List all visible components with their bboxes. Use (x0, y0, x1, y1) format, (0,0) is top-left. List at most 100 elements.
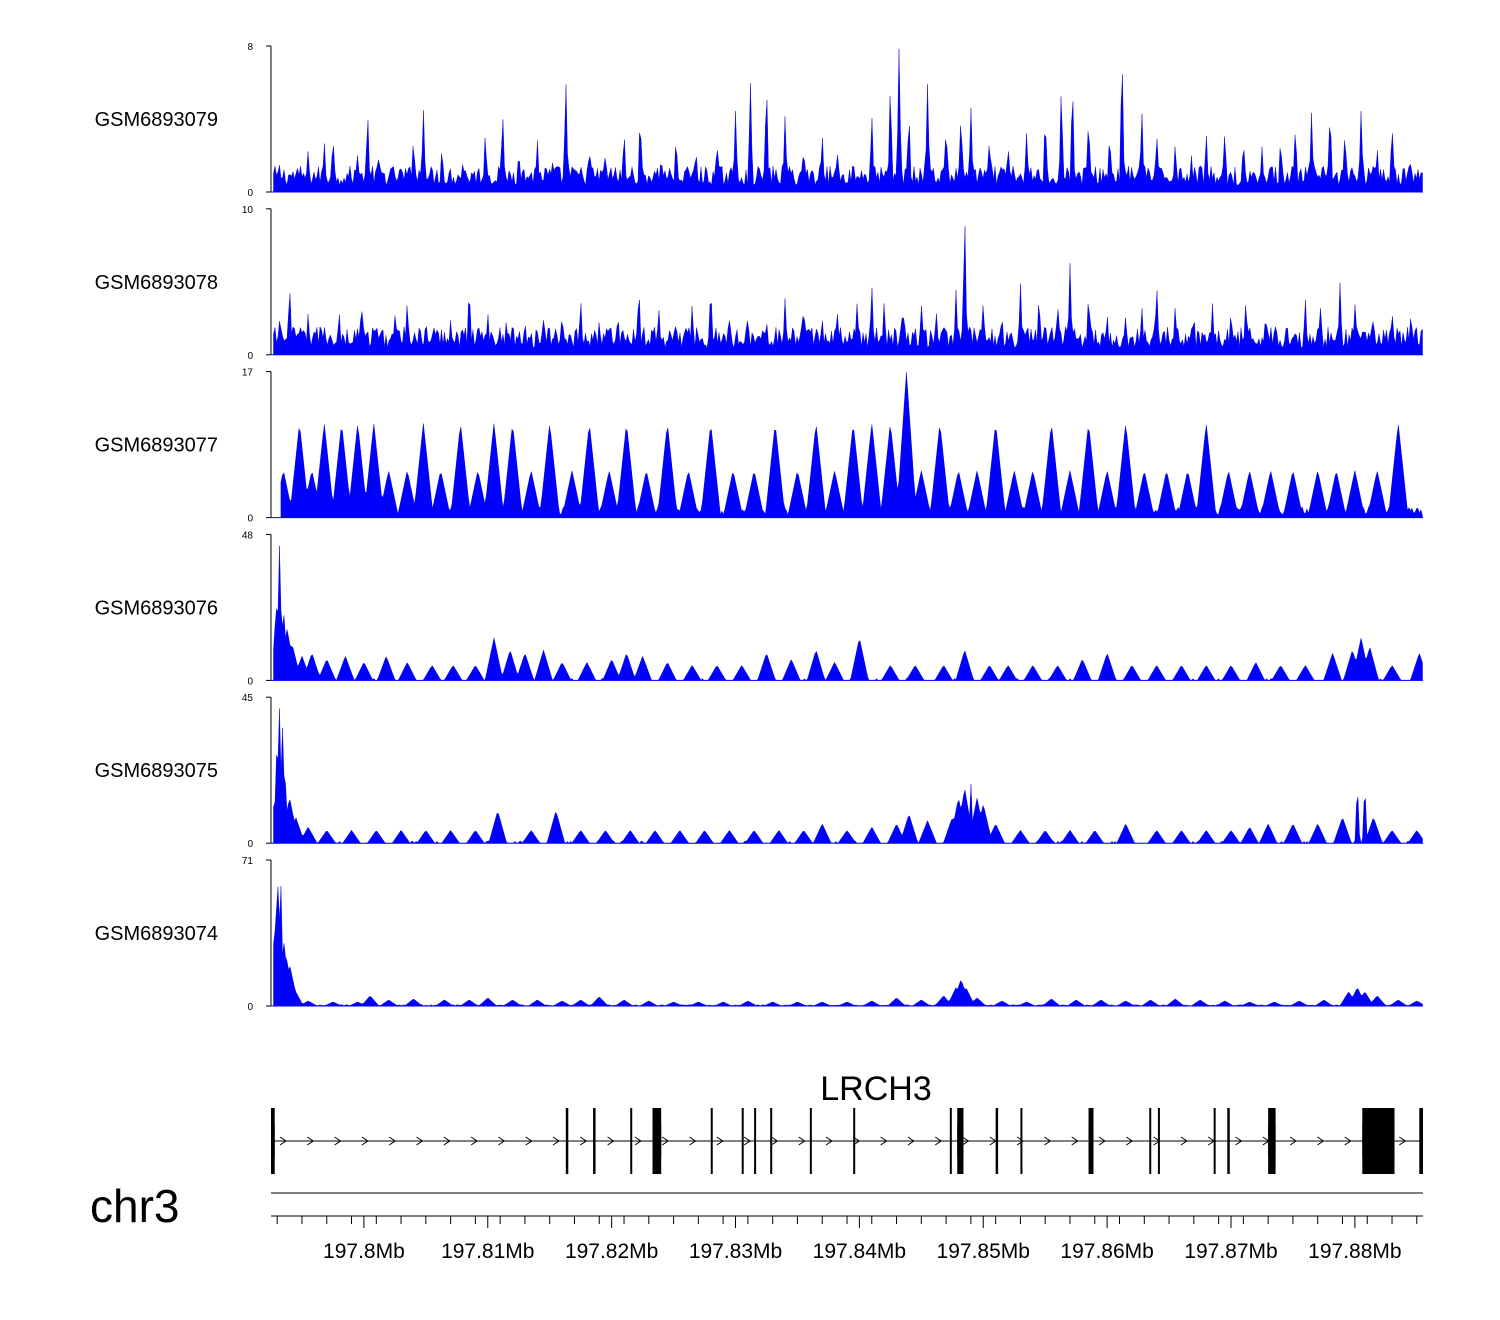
coding-exon (1362, 1124, 1395, 1158)
y-tick-label: 0 (247, 1002, 253, 1013)
y-tick-label: 0 (247, 188, 253, 199)
strand-arrow (907, 1136, 915, 1146)
exon (770, 1108, 773, 1174)
coverage-area (273, 226, 1423, 355)
x-tick-label: 197.8Mb (323, 1240, 405, 1263)
strand-arrow (634, 1136, 642, 1146)
strand-arrow (1235, 1136, 1243, 1146)
x-tick-label: 197.86Mb (1060, 1240, 1153, 1263)
gene-track: LRCH3 (271, 1070, 1423, 1174)
strand-arrow (1098, 1136, 1106, 1146)
track-gsm6893078: GSM6893078 10 0 (95, 205, 1423, 362)
strand-arrow (307, 1136, 315, 1146)
coding-exon (271, 1124, 275, 1158)
strand-arrow (825, 1136, 833, 1146)
strand-arrow (607, 1136, 615, 1146)
track-gsm6893075: GSM6893075 45 0 (95, 693, 1423, 850)
strand-arrow (798, 1136, 806, 1146)
track-gsm6893079: GSM6893079 8 0 (95, 42, 1423, 199)
strand-arrow (962, 1136, 970, 1146)
y-tick-label: 8 (247, 42, 253, 53)
exon (565, 1108, 569, 1174)
exon (710, 1108, 713, 1174)
exon (949, 1108, 952, 1174)
track-label: GSM6893079 (95, 109, 218, 131)
strand-arrow (1180, 1136, 1188, 1146)
x-tick-label: 197.82Mb (565, 1240, 658, 1263)
chromosome-label: chr3 (90, 1180, 179, 1232)
track-label: GSM6893077 (95, 435, 218, 457)
strand-arrow (661, 1136, 670, 1146)
exon (754, 1108, 757, 1174)
track-label: GSM6893075 (95, 760, 218, 782)
strand-arrow (853, 1136, 861, 1146)
genomic-axis: 197.8Mb 197.81Mb 197.82Mb 197.83Mb 197.84Mb 1… (90, 1180, 1423, 1263)
strand-arrow (1344, 1136, 1352, 1146)
exon (630, 1108, 633, 1174)
strand-arrow (934, 1136, 943, 1146)
strand-arrow (1317, 1136, 1325, 1146)
strand-arrow (361, 1136, 369, 1146)
exon (741, 1108, 744, 1174)
coverage-tracks: GSM689307980GSM6893078100GSM6893077170GS… (95, 42, 1423, 1013)
track-label: GSM6893074 (95, 923, 218, 945)
strand-arrow (716, 1136, 724, 1146)
strand-arrow (1289, 1136, 1298, 1146)
strand-arrow (743, 1136, 752, 1146)
track-gsm6893077: GSM6893077 17 0 (95, 368, 1423, 525)
track-gsm6893074: GSM6893074 71 0 (95, 856, 1423, 1013)
strand-arrow (771, 1136, 779, 1146)
coverage-area (273, 545, 1423, 681)
y-tick-label: 0 (247, 514, 253, 525)
exon (1020, 1108, 1023, 1174)
strand-arrow (580, 1136, 588, 1146)
strand-arrow (689, 1136, 697, 1146)
exon (1419, 1108, 1423, 1174)
y-tick-label: 48 (242, 530, 254, 541)
strand-arrow (443, 1136, 451, 1146)
strand-arrow (279, 1136, 287, 1146)
x-tick-label: 197.88Mb (1308, 1240, 1401, 1263)
y-tick-label: 71 (242, 856, 254, 867)
coverage-area (273, 885, 1423, 1007)
y-tick-label: 17 (242, 368, 254, 379)
coverage-area (273, 708, 1423, 844)
track-label: GSM6893078 (95, 272, 218, 294)
track-gsm6893076: GSM6893076 48 0 (95, 530, 1423, 687)
exon (593, 1108, 596, 1174)
strand-arrow (525, 1136, 533, 1146)
coding-exon (652, 1124, 662, 1158)
x-tick-label: 197.81Mb (441, 1240, 534, 1263)
exon (1157, 1108, 1160, 1174)
strand-arrow (1126, 1136, 1134, 1146)
coding-exon (957, 1124, 964, 1158)
strand-arrow (1071, 1136, 1079, 1146)
x-tick-label: 197.85Mb (937, 1240, 1030, 1263)
x-tick-label: 197.84Mb (813, 1240, 906, 1263)
strand-arrow (416, 1136, 424, 1146)
exon (809, 1108, 812, 1174)
exon (1213, 1108, 1216, 1174)
exon (1227, 1108, 1230, 1174)
strand-arrow (470, 1136, 479, 1146)
coding-exon (1088, 1124, 1094, 1158)
gene-name: LRCH3 (820, 1070, 931, 1108)
exon (995, 1108, 999, 1174)
x-tick-label: 197.83Mb (689, 1240, 782, 1263)
y-tick-label: 45 (242, 693, 254, 704)
coverage-area (273, 48, 1423, 193)
strand-arrow (1399, 1136, 1407, 1146)
x-tick-label: 197.87Mb (1184, 1240, 1277, 1263)
coverage-area (280, 372, 1423, 518)
coding-exon (1268, 1124, 1276, 1158)
track-label: GSM6893076 (95, 597, 218, 619)
exon (1149, 1108, 1152, 1174)
y-tick-label: 0 (247, 839, 253, 850)
strand-arrow (1016, 1136, 1025, 1146)
strand-arrow (1044, 1136, 1052, 1146)
exon (853, 1108, 856, 1174)
y-tick-label: 0 (247, 351, 253, 362)
strand-arrow (334, 1136, 342, 1146)
y-tick-label: 10 (242, 205, 254, 216)
